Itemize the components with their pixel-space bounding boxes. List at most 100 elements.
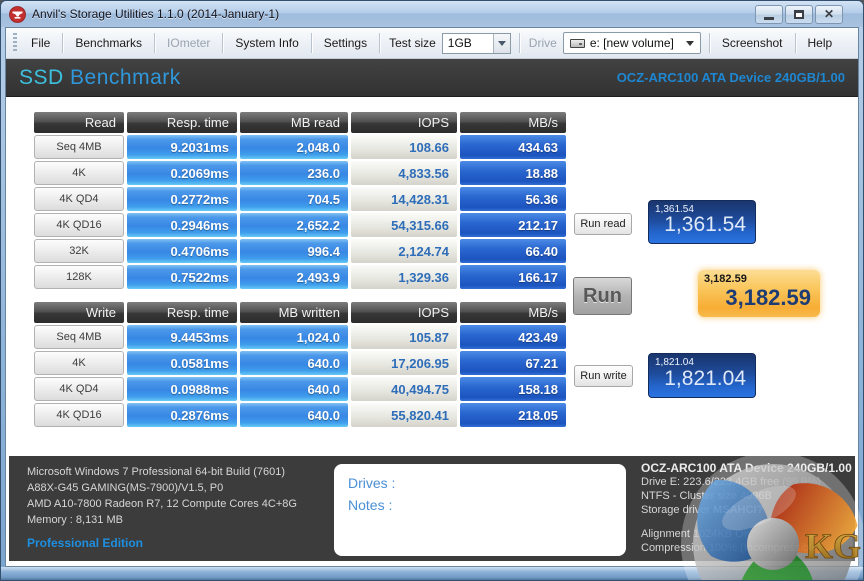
- read-mb-cell: 704.5: [240, 187, 348, 211]
- resp-time-header: Resp. time: [127, 302, 237, 323]
- read-mb-cell: 2,652.2: [240, 213, 348, 237]
- write-score-box: 1,821.04 1,821.04: [648, 353, 756, 398]
- read-mbs-cell: 66.40: [460, 239, 566, 263]
- read-score-box: 1,361.54 1,361.54: [648, 200, 756, 244]
- run-read-button[interactable]: Run read: [574, 213, 632, 235]
- read-row-label[interactable]: 4K: [34, 161, 124, 185]
- close-button[interactable]: ✕: [815, 4, 843, 24]
- write-resp-cell: 0.0988ms: [127, 377, 237, 401]
- write-row-label[interactable]: 4K QD16: [34, 403, 124, 427]
- device-title: OCZ-ARC100 ATA Device 240GB/1.00: [616, 70, 845, 85]
- write-mbs-cell: 67.21: [460, 351, 566, 375]
- drive-value: e: [new volume]: [589, 36, 674, 50]
- read-mb-cell: 996.4: [240, 239, 348, 263]
- os-line: Microsoft Windows 7 Professional 64-bit …: [27, 466, 286, 478]
- test-size-combobox[interactable]: 1GB: [441, 32, 511, 54]
- read-iops-cell: 108.66: [351, 135, 457, 159]
- mbs-header: MB/s: [460, 112, 566, 133]
- drive-combobox[interactable]: e: [new volume]: [562, 32, 701, 54]
- total-score-caption: 3,182.59: [704, 273, 747, 285]
- write-iops-cell: 55,820.41: [351, 403, 457, 427]
- read-iops-cell: 54,315.66: [351, 213, 457, 237]
- menu-separator: [708, 33, 710, 53]
- write-iops-cell: 40,494.75: [351, 377, 457, 401]
- menu-help[interactable]: Help: [807, 36, 833, 50]
- drive-label: Drive: [528, 36, 557, 50]
- test-size-value: 1GB: [447, 36, 472, 50]
- titlebar: Anvil's Storage Utilities 1.1.0 (2014-Ja…: [1, 1, 863, 27]
- menu-screenshot[interactable]: Screenshot: [721, 36, 783, 50]
- read-score-caption: 1,361.54: [655, 204, 694, 215]
- read-mb-cell: 2,493.9: [240, 265, 348, 289]
- device-info-block: OCZ-ARC100 ATA Device 240GB/1.00 Drive E…: [641, 461, 852, 555]
- storage-driver-value: MSAHCI?: [713, 504, 764, 516]
- memory-line: Memory : 8,131 MB: [27, 514, 123, 526]
- edition-label: Professional Edition: [27, 536, 144, 550]
- storage-driver-line: Storage driver MSAHCI?: [641, 504, 764, 516]
- footer-panel: Microsoft Windows 7 Professional 64-bit …: [9, 456, 855, 561]
- menu-separator: [62, 33, 64, 53]
- write-resp-cell: 0.2876ms: [127, 403, 237, 427]
- test-size-dropdown-button[interactable]: [492, 33, 510, 53]
- menu-iometer: IOmeter: [167, 36, 211, 50]
- write-row-label[interactable]: 4K QD4: [34, 377, 124, 401]
- mbs-header: MB/s: [460, 302, 566, 323]
- read-header-col: Read: [34, 112, 124, 133]
- write-iops-cell: 105.87: [351, 325, 457, 349]
- read-score-value: 1,361.54: [664, 213, 746, 236]
- device-info-title: OCZ-ARC100 ATA Device 240GB/1.00: [641, 461, 852, 475]
- alignment-line: Alignment 1024KB OK: [641, 528, 752, 540]
- motherboard-line: A88X-G45 GAMING(MS-7900)/V1.5, P0: [27, 482, 224, 494]
- run-button[interactable]: Run: [573, 277, 632, 315]
- write-row-label[interactable]: 4K: [34, 351, 124, 375]
- toolbar-grip: [13, 33, 17, 53]
- read-mb-cell: 2,048.0: [240, 135, 348, 159]
- read-mb-cell: 236.0: [240, 161, 348, 185]
- write-score-caption: 1,821.04: [655, 357, 694, 368]
- read-resp-cell: 0.2946ms: [127, 213, 237, 237]
- read-table: Read Resp. time MB read IOPS MB/s Seq 4M…: [34, 112, 566, 289]
- write-row-label[interactable]: Seq 4MB: [34, 325, 124, 349]
- menu-system-info[interactable]: System Info: [235, 36, 299, 50]
- write-score-value: 1,821.04: [664, 367, 746, 390]
- read-mbs-cell: 56.36: [460, 187, 566, 211]
- read-row-label[interactable]: Seq 4MB: [34, 135, 124, 159]
- read-iops-cell: 2,124.74: [351, 239, 457, 263]
- read-mbs-cell: 434.63: [460, 135, 566, 159]
- write-table: Write Resp. time MB written IOPS MB/s Se…: [34, 302, 566, 427]
- mb-read-header: MB read: [240, 112, 348, 133]
- read-iops-cell: 1,329.36: [351, 265, 457, 289]
- write-mbs-cell: 158.18: [460, 377, 566, 401]
- menu-settings[interactable]: Settings: [323, 36, 368, 50]
- main-area: Read Resp. time MB read IOPS MB/s Seq 4M…: [6, 97, 858, 456]
- spacer: [641, 517, 852, 527]
- window-bottom-frame: [1, 567, 863, 580]
- read-row-label[interactable]: 4K QD16: [34, 213, 124, 237]
- menu-separator: [379, 33, 381, 53]
- read-resp-cell: 0.2069ms: [127, 161, 237, 185]
- read-mbs-cell: 212.17: [460, 213, 566, 237]
- window-controls: ✕: [755, 4, 855, 24]
- write-mb-cell: 640.0: [240, 403, 348, 427]
- read-row-label[interactable]: 4K QD4: [34, 187, 124, 211]
- menu-benchmarks[interactable]: Benchmarks: [75, 36, 143, 50]
- write-mb-cell: 640.0: [240, 377, 348, 401]
- read-row-label[interactable]: 128K: [34, 265, 124, 289]
- drives-notes-box[interactable]: Drives : Notes :: [334, 464, 626, 556]
- read-mbs-cell: 18.88: [460, 161, 566, 185]
- menu-separator: [794, 33, 796, 53]
- maximize-button[interactable]: [785, 4, 813, 24]
- minimize-button[interactable]: [755, 4, 783, 24]
- read-resp-cell: 0.4706ms: [127, 239, 237, 263]
- client-area: File Benchmarks IOmeter System Info Sett…: [5, 27, 859, 567]
- write-mbs-cell: 423.49: [460, 325, 566, 349]
- menubar: File Benchmarks IOmeter System Info Sett…: [6, 28, 858, 59]
- read-row-label[interactable]: 32K: [34, 239, 124, 263]
- read-iops-cell: 14,428.31: [351, 187, 457, 211]
- drive-icon: [569, 38, 585, 48]
- run-write-button[interactable]: Run write: [574, 365, 633, 387]
- drive-free-percent: (99.9%): [782, 476, 821, 488]
- menu-file[interactable]: File: [31, 36, 51, 50]
- menu-separator: [222, 33, 224, 53]
